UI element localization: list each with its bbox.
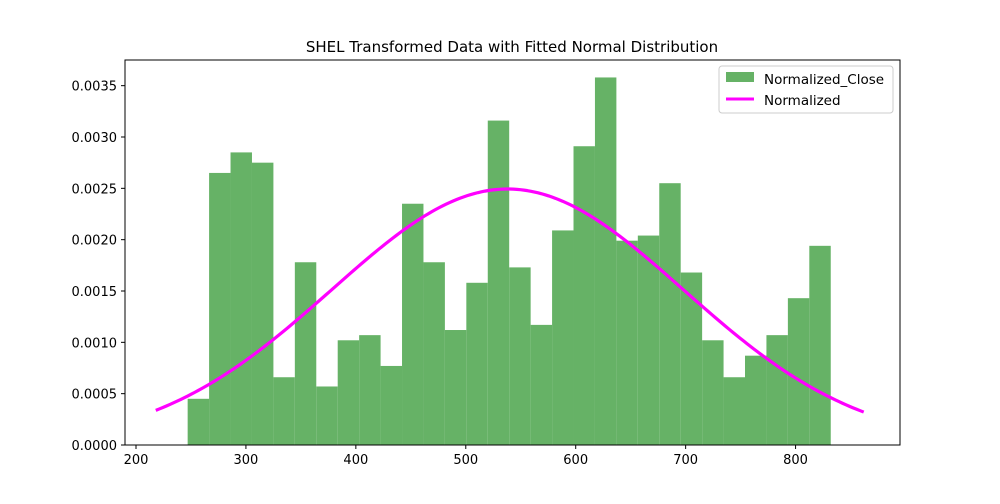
histogram-bar [594, 77, 617, 445]
histogram-bar [316, 386, 338, 445]
histogram-bars [187, 77, 831, 446]
axes: 200 300 400 500 600 700 800 0.0000 0.0005 0.0010 0… [72, 59, 901, 468]
legend-label-normalized: Normalized [764, 93, 841, 109]
histogram-bar [380, 365, 403, 445]
y-tick-label: 0.0035 [72, 80, 118, 95]
histogram-bar [573, 146, 595, 446]
histogram-bar [187, 398, 210, 445]
y-tick-label: 0.0015 [72, 285, 118, 300]
histogram-bar [337, 340, 360, 445]
histogram-bar [359, 335, 381, 445]
histogram-bar [809, 245, 831, 445]
x-tick-label: 600 [563, 453, 588, 468]
histogram-bar [294, 262, 317, 445]
histogram-bar [787, 298, 810, 445]
x-tick-label: 500 [453, 453, 478, 468]
legend-label-normalized-close: Normalized_Close [764, 72, 884, 88]
histogram-bar [423, 262, 445, 445]
histogram-bar [487, 120, 510, 445]
histogram-bar [552, 230, 574, 445]
fit-curve-layer [155, 187, 865, 414]
histogram-bar [209, 172, 231, 445]
histogram-bar [702, 340, 724, 445]
histogram-bar [766, 335, 788, 445]
x-tick-label: 700 [673, 453, 698, 468]
fit-curve-line [155, 187, 865, 414]
y-tick-label: 0.0025 [72, 182, 118, 197]
histogram-bar [251, 162, 274, 445]
chart-title: SHEL Transformed Data with Fitted Normal… [306, 38, 718, 56]
histogram-bar [444, 330, 467, 445]
legend-swatch-normalized-close [726, 72, 754, 82]
legend-frame [718, 65, 894, 114]
histogram-bar [402, 203, 424, 445]
x-tick-label: 400 [343, 453, 368, 468]
y-tick-label: 0.0020 [72, 234, 118, 249]
x-tick-label: 300 [234, 453, 259, 468]
histogram-bar [659, 183, 681, 445]
histogram-bar [616, 240, 638, 445]
histogram-bar [637, 235, 660, 445]
y-tick-label: 0.0000 [72, 439, 118, 454]
histogram-bar [466, 282, 488, 445]
histogram-bar [273, 377, 295, 445]
histogram-bar [530, 324, 553, 445]
histogram-bar [723, 377, 745, 445]
histogram-bar [680, 272, 703, 445]
histogram-bar [230, 152, 252, 445]
legend: Normalized_Close Normalized [718, 65, 894, 114]
y-tick-label: 0.0010 [72, 336, 118, 351]
y-tick-label: 0.0030 [72, 131, 118, 146]
plot-frame [124, 59, 901, 446]
histogram-bar [509, 267, 531, 445]
x-tick-label: 800 [783, 453, 808, 468]
x-tick-label: 200 [124, 453, 149, 468]
histogram-bar [745, 355, 767, 445]
y-tick-label: 0.0005 [72, 388, 118, 403]
